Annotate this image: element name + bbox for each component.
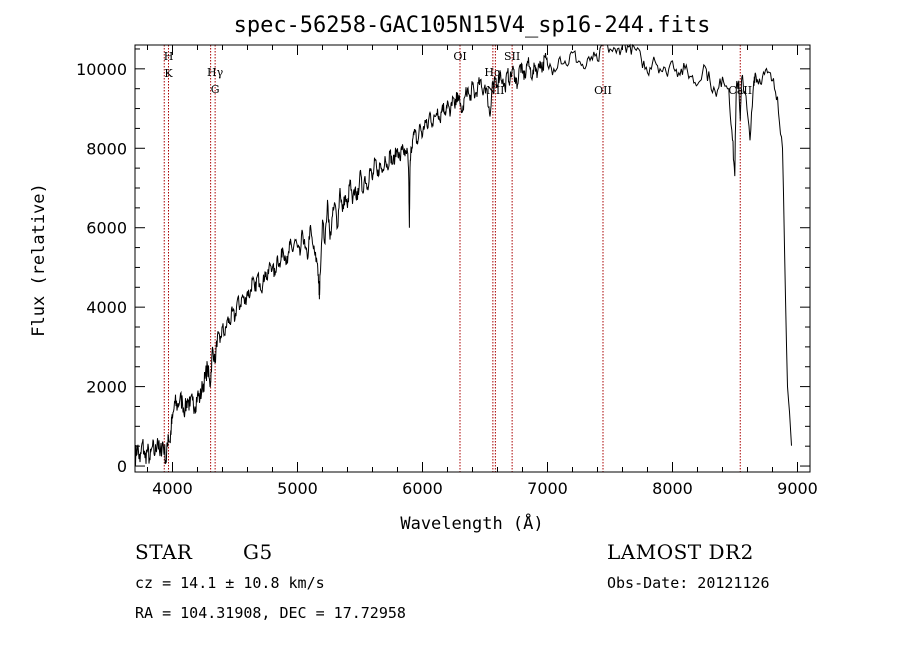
y-axis-label: Flux (relative) xyxy=(29,183,49,337)
coordinates: RA = 104.31908, DEC = 17.72958 xyxy=(135,604,406,622)
spectral-line-markers: HK Hγ G OI Hα NII SII OII CaII xyxy=(164,45,752,472)
x-axis-label: Wavelength (Å) xyxy=(400,512,543,534)
object-subclass: G5 xyxy=(243,540,273,564)
object-class: STAR xyxy=(135,540,193,564)
line-label: OII xyxy=(594,84,612,97)
x-tick-label: 8000 xyxy=(652,479,693,498)
y-tick-label: 0 xyxy=(117,457,127,476)
y-tick-label: 4000 xyxy=(86,298,127,317)
spectrum-line xyxy=(134,43,792,466)
y-tick-label: 2000 xyxy=(86,378,127,397)
line-label: CaII xyxy=(728,84,752,97)
x-tick-label: 9000 xyxy=(777,479,818,498)
redshift-velocity: cz = 14.1 ± 10.8 km/s xyxy=(135,574,325,592)
line-label: Hα xyxy=(484,66,502,79)
observation-date: Obs-Date: 20121126 xyxy=(607,574,770,592)
line-label: Hγ xyxy=(207,66,224,79)
x-tick-label: 4000 xyxy=(152,479,193,498)
line-label-secondary: G xyxy=(211,83,220,96)
plot-frame xyxy=(134,44,811,473)
y-tick-label: 10000 xyxy=(76,60,127,79)
line-label: H xyxy=(164,50,174,63)
y-tick-label: 6000 xyxy=(86,219,127,238)
y-tick-label: 8000 xyxy=(86,139,127,158)
x-tick-label: 7000 xyxy=(527,479,568,498)
x-tick-label: 6000 xyxy=(402,479,443,498)
line-label-secondary: K xyxy=(164,67,173,80)
line-label: OI xyxy=(453,50,466,63)
survey-name: LAMOST DR2 xyxy=(607,540,754,564)
axis-ticks: 4000 5000 6000 7000 8000 9000 0 2000 4000 6000 800… xyxy=(76,45,818,498)
x-tick-label: 5000 xyxy=(277,479,318,498)
chart-title: spec-56258-GAC105N15V4_sp16-244.fits xyxy=(234,13,711,38)
line-label: SII xyxy=(504,50,520,63)
line-label: NII xyxy=(486,84,504,97)
